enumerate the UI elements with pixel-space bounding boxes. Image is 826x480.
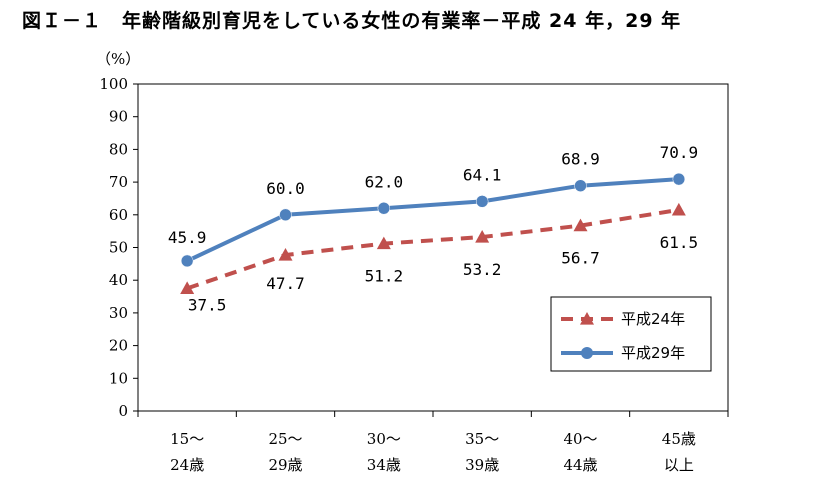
data-point-marker	[475, 195, 489, 208]
data-point-marker	[376, 236, 391, 250]
y-tick-label: 90	[109, 108, 128, 126]
data-label: 37.5	[188, 295, 227, 314]
data-label: 61.5	[660, 233, 699, 252]
data-point-marker	[573, 218, 588, 232]
data-label: 47.7	[266, 274, 305, 293]
y-tick-label: 30	[109, 304, 128, 322]
legend-box	[550, 296, 712, 372]
data-point-marker	[279, 208, 292, 222]
x-tick-label: 30～	[367, 430, 401, 448]
data-point-marker	[475, 230, 490, 243]
x-tick-label: 15～	[170, 430, 204, 448]
chart-series: 37.5 47.7 51.2 53.2 56.7 61.5 45.9 60.0 62.0 64.1…	[168, 143, 698, 314]
x-tick-label: 35～	[465, 430, 499, 448]
data-point-marker	[671, 202, 686, 216]
x-tick-label: 25～	[268, 430, 302, 448]
y-tick-label: 100	[99, 75, 128, 93]
legend-label: 平成29年	[621, 344, 685, 362]
y-tick-label: 80	[109, 140, 128, 158]
series-line	[186, 177, 679, 263]
x-tick-label: 以上	[664, 456, 694, 474]
y-axis-label: （%）	[96, 50, 140, 68]
data-label: 62.0	[365, 172, 404, 191]
data-point-marker	[377, 202, 391, 215]
y-tick-label: 40	[109, 271, 128, 289]
data-label: 45.9	[168, 228, 207, 247]
data-point-marker	[672, 172, 686, 186]
data-label: 51.2	[365, 267, 404, 286]
data-point-marker	[574, 179, 587, 192]
y-tick-label: 10	[109, 369, 128, 387]
x-tick-label: 34歳	[367, 456, 401, 474]
y-tick-label: 20	[109, 337, 128, 355]
y-tick-label: 70	[109, 173, 128, 191]
x-tick-label: 44歳	[563, 456, 597, 474]
x-tick-label: 29歳	[268, 456, 302, 474]
y-tick-label: 60	[109, 206, 128, 224]
data-label: 56.7	[561, 249, 600, 268]
x-tick-label: 24歳	[170, 456, 204, 474]
data-label: 53.2	[463, 260, 502, 279]
legend-label: 平成24年	[621, 310, 685, 328]
y-tick-label: 0	[118, 402, 128, 420]
data-label: 60.0	[266, 179, 305, 198]
data-point-marker	[180, 254, 194, 268]
x-tick-label: 40～	[563, 430, 597, 448]
y-tick-label: 50	[109, 239, 128, 257]
series-line	[186, 207, 680, 291]
legend-swatch-marker	[581, 347, 593, 359]
x-tick-label: 45歳	[662, 430, 696, 448]
legend-swatch-marker	[580, 312, 594, 325]
figure-title: 図Ｉ－１ 年齢階級別育児をしている女性の有業率－平成 24 年，29 年	[22, 10, 682, 32]
data-point-marker	[180, 281, 195, 294]
data-label: 70.9	[660, 143, 699, 162]
chart-axes: 0 10 20 30 40 50 60 70 80 90 100 （%） 15～ 24歳 25～ 29歳 30～…	[96, 50, 729, 474]
data-label: 68.9	[561, 150, 600, 169]
data-point-marker	[278, 248, 293, 261]
data-label: 64.1	[463, 165, 502, 184]
x-tick-label: 39歳	[465, 456, 499, 474]
